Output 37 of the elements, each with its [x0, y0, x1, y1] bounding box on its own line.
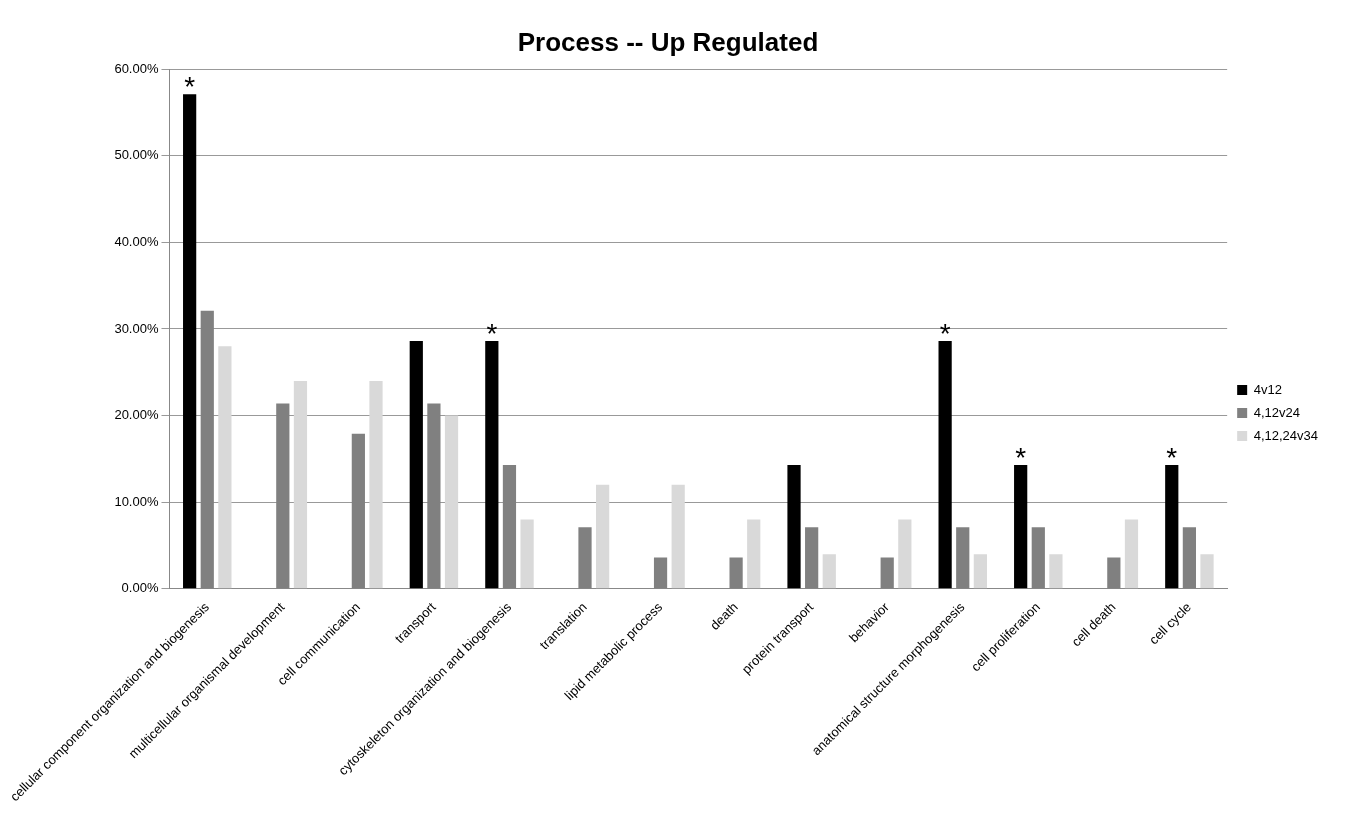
data-label: *	[184, 71, 196, 103]
chart-title: Process -- Up Regulated	[517, 26, 819, 57]
bar	[183, 94, 197, 589]
y-tick-label: 30.00%	[114, 320, 159, 336]
bar	[973, 554, 987, 589]
y-tick-label: 10.00%	[114, 493, 159, 509]
bar	[218, 346, 232, 589]
bar	[369, 380, 383, 589]
bar	[1049, 554, 1063, 589]
y-tick-label: 60.00%	[114, 60, 159, 76]
y-tick-label: 50.00%	[114, 147, 159, 163]
bar	[822, 554, 836, 589]
legend-label: 4,12,24v34	[1253, 427, 1319, 443]
bar	[444, 415, 459, 589]
data-label: *	[1015, 441, 1027, 473]
data-label: *	[486, 317, 498, 349]
y-tick-label: 0.00%	[121, 580, 159, 596]
bar	[485, 341, 499, 589]
bar	[596, 484, 610, 589]
bar	[293, 380, 308, 589]
legend-label: 4v12	[1253, 381, 1282, 397]
bar	[787, 464, 801, 589]
y-tick-label: 40.00%	[114, 233, 159, 249]
bar	[1165, 464, 1179, 589]
y-tick-label: 20.00%	[114, 407, 159, 423]
bar	[520, 519, 534, 589]
data-label: *	[1166, 441, 1178, 473]
bar	[1200, 554, 1214, 589]
bar	[409, 341, 423, 589]
bar	[1014, 464, 1028, 589]
bar	[671, 484, 685, 589]
bar	[898, 519, 912, 589]
bar	[1124, 519, 1139, 589]
bar	[747, 519, 761, 589]
data-label: *	[939, 317, 951, 349]
legend-label: 4,12v24	[1253, 404, 1300, 420]
bar	[938, 341, 952, 589]
